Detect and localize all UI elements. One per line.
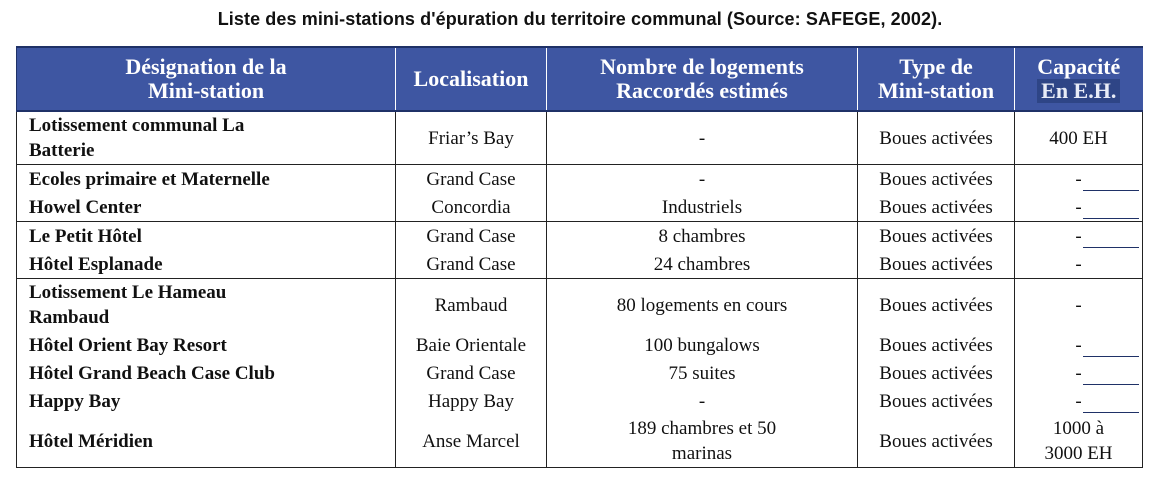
table-row: Hôtel Méridien Anse Marcel 189 chambres et… <box>16 415 1143 468</box>
header-localisation: Localisation <box>395 47 547 111</box>
cell-designation: Lotissement communal La Batterie <box>16 111 396 165</box>
cell-capacite: 400 EH <box>1014 111 1143 165</box>
cell-localisation: Anse Marcel <box>395 415 547 468</box>
cell-localisation: Friar’s Bay <box>395 111 547 165</box>
cell-capacite: - <box>1014 331 1143 359</box>
cell-capacite: - <box>1014 278 1143 331</box>
cell-type: Boues activées <box>857 278 1015 331</box>
table-row: Happy Bay Happy Bay - Boues activées - <box>16 387 1143 415</box>
cell-designation: Howel Center <box>16 193 396 222</box>
cell-localisation: Grand Case <box>395 221 547 250</box>
cell-designation: Le Petit Hôtel <box>16 221 396 250</box>
cell-capacite: - <box>1014 164 1143 193</box>
cell-logements: - <box>546 387 858 415</box>
cell-capacite: 1000 à 3000 EH <box>1014 415 1143 468</box>
cell-localisation: Grand Case <box>395 250 547 279</box>
cell-type: Boues activées <box>857 359 1015 387</box>
cell-logements: 80 logements en cours <box>546 278 858 331</box>
cell-type: Boues activées <box>857 221 1015 250</box>
header-designation: Désignation de la Mini-station <box>16 47 396 111</box>
cell-designation: Hôtel Orient Bay Resort <box>16 331 396 359</box>
cell-capacite: - <box>1014 359 1143 387</box>
cell-logements: - <box>546 164 858 193</box>
cell-localisation: Concordia <box>395 193 547 222</box>
cell-logements: 75 suites <box>546 359 858 387</box>
cell-capacite: - <box>1014 387 1143 415</box>
cell-localisation: Baie Orientale <box>395 331 547 359</box>
cell-type: Boues activées <box>857 111 1015 165</box>
cell-localisation: Grand Case <box>395 359 547 387</box>
cell-logements: - <box>546 111 858 165</box>
table-row: Hôtel Grand Beach Case Club Grand Case 75 … <box>16 359 1143 387</box>
cell-localisation: Rambaud <box>395 278 547 331</box>
cell-designation: Hôtel Grand Beach Case Club <box>16 359 396 387</box>
table-row: Lotissement Le Hameau Rambaud Rambaud 80 lo… <box>16 278 1143 331</box>
header-logements: Nombre de logements Raccordés estimés <box>546 47 858 111</box>
header-row: Désignation de la Mini-station Localisati… <box>16 47 1143 111</box>
cell-logements: 8 chambres <box>546 221 858 250</box>
cell-type: Boues activées <box>857 164 1015 193</box>
cell-capacite: - <box>1014 193 1143 222</box>
cell-type: Boues activées <box>857 193 1015 222</box>
cell-logements: Industriels <box>546 193 858 222</box>
cell-type: Boues activées <box>857 415 1015 468</box>
cell-designation: Lotissement Le Hameau Rambaud <box>16 278 396 331</box>
cell-capacite: - <box>1014 250 1143 279</box>
cell-localisation: Happy Bay <box>395 387 547 415</box>
cell-type: Boues activées <box>857 250 1015 279</box>
cell-designation: Happy Bay <box>16 387 396 415</box>
table-row: Hôtel Esplanade Grand Case 24 chambres Boue… <box>16 250 1143 279</box>
cell-capacite: - <box>1014 221 1143 250</box>
table-row: Ecoles primaire et Maternelle Grand Case -… <box>16 164 1143 193</box>
cell-logements: 24 chambres <box>546 250 858 279</box>
cell-designation: Hôtel Esplanade <box>16 250 396 279</box>
mini-stations-table: Désignation de la Mini-station Localisati… <box>16 46 1143 468</box>
cell-type: Boues activées <box>857 331 1015 359</box>
table-row: Howel Center Concordia Industriels Boues ac… <box>16 193 1143 222</box>
cell-type: Boues activées <box>857 387 1015 415</box>
cell-localisation: Grand Case <box>395 164 547 193</box>
cell-designation: Ecoles primaire et Maternelle <box>16 164 396 193</box>
cell-logements: 189 chambres et 50 marinas <box>546 415 858 468</box>
header-capacite: Capacité En E.H. <box>1014 47 1143 111</box>
cell-logements: 100 bungalows <box>546 331 858 359</box>
table-row: Hôtel Orient Bay Resort Baie Orientale 100… <box>16 331 1143 359</box>
table-row: Lotissement communal La Batterie Friar’s B… <box>16 111 1143 165</box>
table-row: Le Petit Hôtel Grand Case 8 chambres Boues … <box>16 221 1143 250</box>
table-caption: Liste des mini-stations d'épuration du t… <box>217 9 943 29</box>
header-type: Type de Mini-station <box>857 47 1015 111</box>
cell-designation: Hôtel Méridien <box>16 415 396 468</box>
